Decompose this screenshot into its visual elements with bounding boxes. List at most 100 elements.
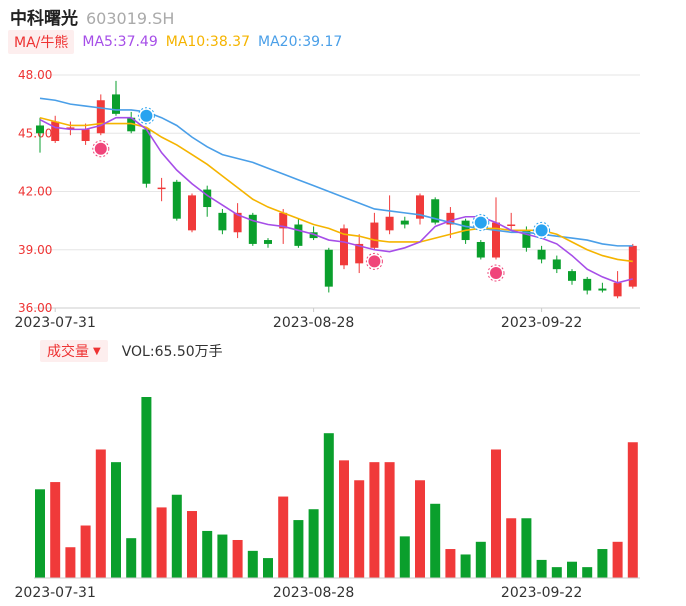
volume-bar [460, 554, 471, 578]
title-row: 中科曙光 603019.SH [10, 4, 175, 29]
signal-dot [535, 224, 548, 237]
candle-body [324, 249, 333, 287]
caret-down-icon: ▼ [93, 345, 101, 357]
signal-markers [92, 107, 551, 282]
volume-bar [384, 462, 395, 578]
candle-body [264, 240, 272, 244]
candle-body [492, 222, 500, 258]
volume-bar [491, 449, 501, 578]
volume-indicator-dropdown[interactable]: 成交量 ▼ [40, 340, 108, 362]
volume-bar [80, 525, 91, 578]
y-tick-label: 36.00 [18, 301, 52, 315]
volume-bar [35, 489, 45, 578]
candle-body [51, 121, 60, 142]
signal-dot [474, 216, 487, 229]
price-x-axis: 2023-07-31 2023-08-28 2023-09-22 [15, 308, 582, 331]
candle-body [203, 189, 212, 208]
signal-dot [490, 267, 502, 280]
candle-body [507, 224, 516, 227]
candle-body [36, 125, 44, 134]
volume-bar [597, 549, 608, 578]
volume-bar [521, 518, 532, 578]
candle-body [127, 117, 136, 132]
volume-x-axis: 2023-07-31 2023-08-28 2023-09-22 [15, 585, 583, 601]
volume-bar [50, 482, 61, 578]
x-tick-label: 2023-09-22 [501, 315, 582, 331]
volume-bar [156, 507, 167, 578]
volume-bar [95, 449, 106, 578]
volume-bar [293, 520, 304, 578]
bull-signal-icon [487, 264, 505, 282]
ma5-label: MA5:37.49 [82, 34, 158, 50]
candle-body [294, 224, 303, 246]
volume-bar [111, 462, 121, 578]
candle-body [416, 195, 424, 219]
stock-name: 中科曙光 [10, 9, 78, 29]
bear-signal-icon [137, 107, 155, 125]
candle-body [279, 212, 288, 229]
candle-body [96, 100, 105, 134]
candle-body [446, 212, 455, 225]
candle-body [248, 214, 257, 244]
y-tick-label: 42.00 [18, 185, 52, 199]
candle-body [568, 271, 576, 281]
volume-bar [430, 503, 441, 578]
volume-bar [354, 480, 365, 578]
volume-bar [339, 460, 349, 578]
ma-selector-tag[interactable]: MA/牛熊 [8, 30, 75, 54]
candle-body [552, 259, 561, 270]
volume-bar [187, 511, 197, 578]
x-tick-label: 2023-07-31 [15, 315, 96, 331]
candle-body [628, 245, 637, 287]
volume-bar [399, 536, 410, 578]
candle-body [188, 195, 196, 231]
volume-bar [551, 567, 562, 578]
volume-bar [232, 539, 243, 578]
volume-bar [369, 462, 380, 578]
volume-bar [278, 496, 289, 578]
candle-body [81, 129, 90, 142]
candle-body [309, 232, 318, 239]
candle-body [370, 222, 379, 248]
volume-bar [263, 558, 273, 578]
candle-body [613, 282, 622, 297]
candle-body [66, 127, 75, 129]
bear-signal-icon [472, 214, 490, 232]
ma20-line [39, 97, 633, 247]
candle-body [400, 220, 409, 225]
bear-signal-icon [533, 221, 551, 239]
volume-bars [34, 397, 640, 579]
candle-body [157, 187, 166, 190]
ma20-label: MA20:39.17 [258, 34, 343, 50]
ma10-label: MA10:38.37 [165, 34, 251, 50]
candle-body [142, 129, 151, 184]
volume-bar [126, 538, 137, 578]
ma5-line [39, 116, 633, 284]
volume-bar [506, 518, 517, 578]
volume-bar [217, 534, 228, 578]
x-tick-label: 2023-08-28 [273, 585, 354, 601]
candle-body [218, 212, 227, 231]
signal-dot [94, 142, 107, 155]
price-grid [34, 74, 640, 309]
candle-body [476, 241, 485, 258]
volume-tag-label: 成交量 [47, 344, 89, 360]
volume-bar [141, 397, 152, 578]
candle-body [385, 216, 394, 231]
stock-code: 603019.SH [86, 9, 175, 28]
volume-bar [202, 530, 213, 578]
candlesticks [36, 80, 637, 299]
volume-bar [65, 547, 76, 578]
candle-body [233, 212, 242, 233]
price-axis: 48.00 45.00 42.00 39.00 36.00 [18, 68, 52, 315]
volume-bar [475, 541, 486, 578]
bull-signal-icon [92, 140, 110, 158]
y-tick-label: 39.00 [18, 243, 52, 257]
candle-body [598, 288, 607, 291]
candle-body [537, 249, 546, 260]
volume-bar [627, 442, 638, 578]
volume-bar [247, 550, 258, 578]
candle-body [172, 181, 181, 219]
x-tick-label: 2023-09-22 [501, 585, 582, 601]
